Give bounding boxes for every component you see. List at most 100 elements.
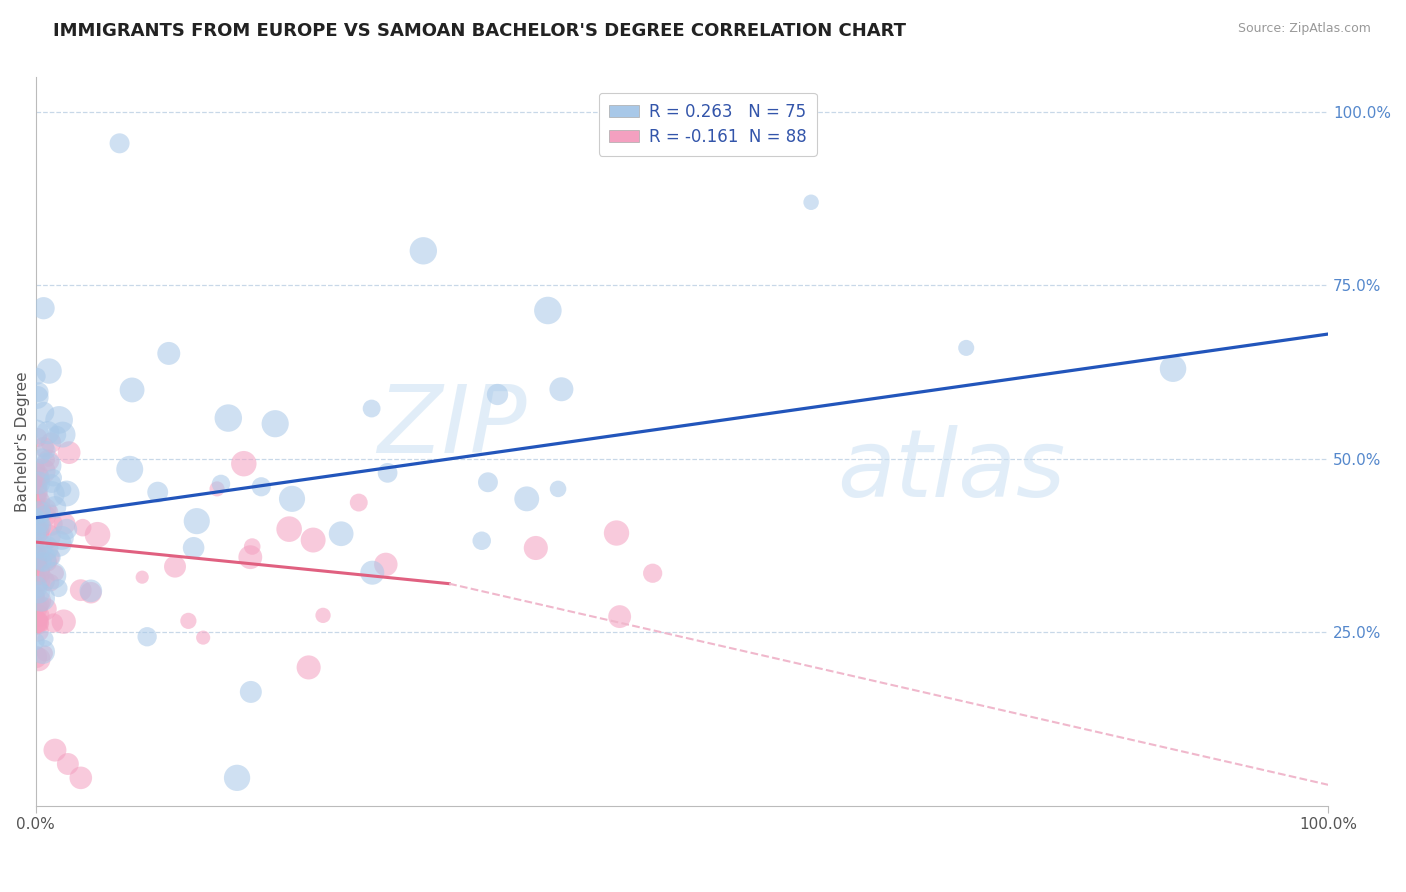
Point (80, 585, 103, 599)
Point (239, 550, 262, 565)
Point (34, 541, 56, 556)
Point (34, 574, 56, 589)
Point (298, 660, 321, 674)
Point (118, 462, 141, 476)
Point (39, 516, 62, 531)
Point (48, 413, 70, 427)
Point (55, 522, 77, 536)
Point (232, 457, 254, 471)
Point (177, 614, 200, 628)
Point (524, 541, 547, 555)
Point (34, 602, 56, 616)
Point (31, 554, 53, 568)
Point (209, 477, 232, 491)
Point (44, 500, 66, 515)
Point (48, 581, 70, 595)
Point (38, 364, 60, 378)
Point (25, 615, 48, 629)
Point (27, 571, 49, 585)
Point (28, 506, 51, 520)
Point (48, 537, 70, 551)
Point (32, 552, 55, 566)
Point (42, 615, 65, 630)
Point (32, 440, 55, 454)
Point (28, 475, 51, 490)
Point (24, 483, 46, 498)
Point (52, 483, 75, 497)
Point (24, 550, 46, 565)
Point (25, 600, 48, 615)
Point (45, 428, 67, 442)
Text: IMMIGRANTS FROM EUROPE VS SAMOAN BACHELOR'S DEGREE CORRELATION CHART: IMMIGRANTS FROM EUROPE VS SAMOAN BACHELO… (53, 22, 907, 40)
Point (183, 541, 205, 555)
Point (28, 385, 51, 400)
Point (32, 301, 55, 316)
Point (25, 550, 48, 565)
Point (374, 558, 396, 572)
Point (45, 566, 67, 581)
Point (72, 521, 94, 535)
Point (32, 562, 55, 576)
Point (27, 574, 49, 588)
Point (163, 559, 186, 574)
Point (131, 570, 153, 584)
Point (605, 526, 627, 541)
Point (25, 487, 48, 501)
Point (27, 505, 49, 519)
Point (55, 486, 77, 500)
Point (27, 479, 49, 493)
Point (41, 550, 63, 565)
Point (31, 449, 53, 463)
Point (30, 517, 52, 532)
Point (44, 743, 66, 757)
Point (25, 555, 48, 569)
Point (486, 387, 509, 401)
Point (312, 608, 335, 623)
Point (25, 615, 48, 629)
Point (108, 136, 131, 151)
Point (41, 476, 63, 491)
Point (32, 501, 55, 516)
Point (27, 566, 49, 580)
Point (51, 427, 73, 442)
Point (25, 468, 48, 483)
Point (191, 631, 214, 645)
Point (240, 540, 263, 554)
Point (42, 471, 65, 485)
Point (186, 514, 208, 528)
Text: Source: ZipAtlas.com: Source: ZipAtlas.com (1237, 22, 1371, 36)
Point (37, 425, 59, 440)
Point (281, 491, 304, 506)
Point (264, 417, 287, 431)
Point (157, 346, 180, 360)
Point (25, 523, 48, 537)
Point (25, 524, 48, 538)
Point (37, 453, 59, 467)
Point (32, 405, 55, 419)
Point (37, 458, 59, 473)
Point (226, 771, 249, 785)
Point (58, 445, 80, 459)
Point (547, 482, 569, 496)
Point (80, 583, 103, 598)
Text: ZIP: ZIP (377, 382, 527, 473)
Point (136, 630, 159, 644)
Point (28, 519, 51, 533)
Point (25, 391, 48, 405)
Point (30, 591, 52, 605)
Point (27, 544, 49, 558)
Point (361, 566, 384, 580)
Point (800, 195, 823, 210)
Point (205, 482, 228, 496)
Point (53, 516, 76, 531)
Point (52, 615, 75, 629)
Point (250, 480, 273, 494)
Point (25, 425, 48, 439)
Point (955, 341, 977, 355)
Point (24, 589, 46, 603)
Point (25, 580, 48, 594)
Point (27, 518, 49, 533)
Point (56, 756, 79, 771)
Point (24, 650, 46, 665)
Point (37, 549, 59, 564)
